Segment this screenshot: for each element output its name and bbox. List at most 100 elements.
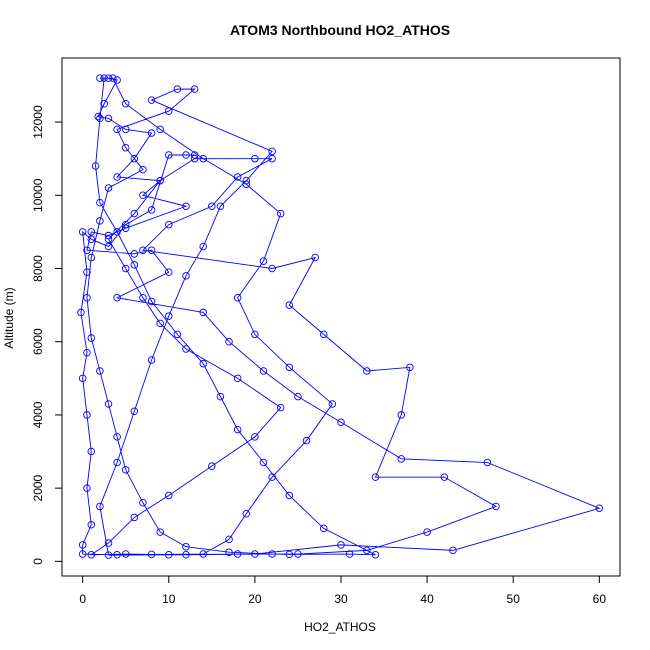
data-point xyxy=(78,541,87,549)
x-axis-label: HO2_ATHOS xyxy=(304,620,376,634)
data-point xyxy=(259,458,268,467)
data-point xyxy=(251,433,259,441)
data-point xyxy=(233,425,242,434)
data-point xyxy=(268,154,276,163)
y-tick-label: 6000 xyxy=(31,328,45,355)
data-point xyxy=(147,550,156,559)
data-point xyxy=(121,466,130,474)
data-point xyxy=(165,107,173,115)
data-point xyxy=(190,154,199,163)
data-point xyxy=(121,224,130,232)
data-point xyxy=(302,436,311,445)
data-point xyxy=(100,100,108,108)
data-point xyxy=(294,392,302,401)
data-point xyxy=(83,411,91,419)
data-point xyxy=(139,294,147,302)
data-point xyxy=(147,297,156,306)
data-point xyxy=(87,253,96,262)
data-point xyxy=(492,502,500,511)
y-tick-label: 2000 xyxy=(31,474,45,501)
data-point xyxy=(233,173,242,181)
data-point xyxy=(268,264,276,273)
data-point xyxy=(113,228,121,236)
data-point xyxy=(121,264,130,273)
y-tick-label: 4000 xyxy=(31,401,45,428)
x-tick-label: 30 xyxy=(334,592,348,606)
data-point xyxy=(156,125,164,134)
data-point xyxy=(190,85,199,93)
data-point xyxy=(113,294,121,302)
data-point xyxy=(216,202,225,211)
data-point xyxy=(104,242,113,251)
data-point xyxy=(397,455,406,463)
y-axis-label: Altitude (m) xyxy=(2,287,16,348)
data-point xyxy=(104,231,113,240)
data-point xyxy=(78,374,87,383)
data-point xyxy=(285,363,294,372)
data-point xyxy=(139,191,147,200)
data-point xyxy=(371,551,380,559)
data-point xyxy=(121,550,130,558)
data-point xyxy=(96,74,104,82)
x-tick-label: 40 xyxy=(420,592,434,606)
data-point xyxy=(199,550,207,558)
data-point xyxy=(371,473,380,481)
data-point xyxy=(96,198,104,207)
data-point xyxy=(182,202,190,211)
data-point xyxy=(182,542,190,551)
data-point xyxy=(285,491,294,500)
data-point xyxy=(233,294,242,302)
data-point xyxy=(276,403,285,412)
data-point xyxy=(83,268,91,276)
data-point xyxy=(147,206,156,214)
data-point xyxy=(208,462,216,470)
data-point xyxy=(104,551,113,559)
data-point xyxy=(147,129,156,137)
data-point xyxy=(130,513,139,522)
data-point xyxy=(104,184,113,192)
data-point xyxy=(165,491,173,500)
data-point xyxy=(440,473,449,481)
data-point xyxy=(251,154,259,163)
data-point xyxy=(139,499,147,507)
data-point xyxy=(165,268,173,276)
data-point xyxy=(251,330,259,339)
data-point xyxy=(96,217,104,225)
data-point xyxy=(130,209,139,218)
x-tick-label: 0 xyxy=(79,592,86,606)
data-point xyxy=(328,400,337,408)
data-point xyxy=(449,546,457,555)
data-point xyxy=(83,484,91,492)
data-point xyxy=(121,125,130,134)
data-point xyxy=(595,504,604,513)
data-point xyxy=(113,551,121,559)
data-point xyxy=(104,114,113,123)
data-point xyxy=(156,528,164,536)
data-point xyxy=(423,528,431,536)
data-point xyxy=(91,162,100,170)
x-tick-label: 10 xyxy=(162,592,176,606)
data-point xyxy=(285,550,294,559)
y-tick-label: 12000 xyxy=(31,105,45,139)
data-point xyxy=(242,180,251,189)
data-point xyxy=(165,151,173,159)
data-point xyxy=(345,550,354,558)
data-point xyxy=(130,250,139,258)
data-point xyxy=(156,319,164,328)
data-point xyxy=(87,334,96,342)
data-point xyxy=(337,541,345,549)
data-point xyxy=(242,176,251,185)
data-point xyxy=(337,418,345,426)
y-tick-label: 0 xyxy=(31,558,45,565)
data-point xyxy=(147,246,156,254)
data-point xyxy=(121,100,130,108)
data-point xyxy=(78,550,87,558)
x-tick-label: 20 xyxy=(248,592,262,606)
data-point xyxy=(199,242,207,251)
data-point xyxy=(113,76,121,84)
data-point xyxy=(104,74,113,82)
data-point xyxy=(242,510,251,518)
data-point xyxy=(113,433,121,441)
